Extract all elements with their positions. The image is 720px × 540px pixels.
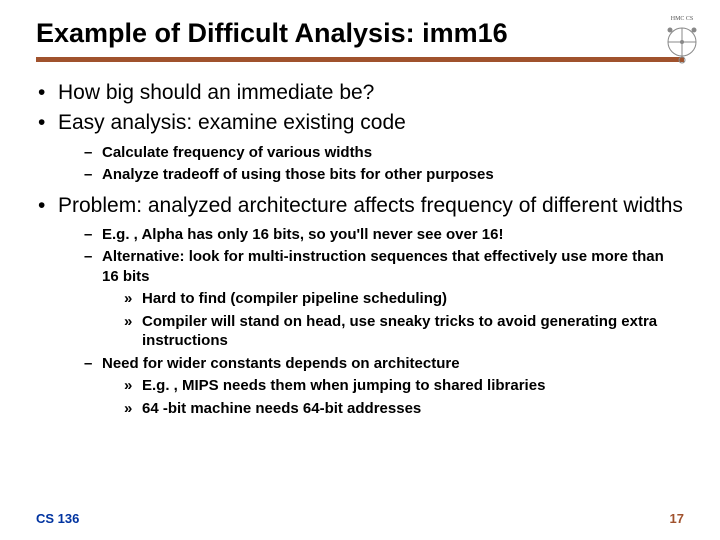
hmc-cs-logo: HMC CS	[654, 10, 710, 66]
subsub-text: 64 -bit machine needs 64-bit addresses	[142, 400, 421, 417]
subsub-list: E.g. , MIPS needs them when jumping to s…	[102, 376, 684, 418]
slide-title: Example of Difficult Analysis: imm16	[36, 18, 684, 49]
footer-course: CS 136	[36, 511, 79, 526]
sub-item: Need for wider constants depends on arch…	[84, 354, 684, 419]
sub-item: Alternative: look for multi-instruction …	[84, 247, 684, 351]
sub-text: Need for wider constants depends on arch…	[102, 355, 460, 372]
subsub-text: Hard to find (compiler pipeline scheduli…	[142, 290, 447, 307]
sub-text: E.g. , Alpha has only 16 bits, so you'll…	[102, 226, 503, 243]
sub-item: Calculate frequency of various widths	[84, 143, 684, 163]
bullet-item: Easy analysis: examine existing code Cal…	[36, 110, 684, 184]
sub-item: E.g. , Alpha has only 16 bits, so you'll…	[84, 225, 684, 245]
bullet-text: Problem: analyzed architecture affects f…	[58, 194, 683, 217]
subsub-item: 64 -bit machine needs 64-bit addresses	[124, 399, 684, 419]
sub-item: Analyze tradeoff of using those bits for…	[84, 165, 684, 185]
bullet-text: How big should an immediate be?	[58, 81, 374, 104]
subsub-text: Compiler will stand on head, use sneaky …	[142, 313, 657, 350]
sub-list: E.g. , Alpha has only 16 bits, so you'll…	[58, 225, 684, 419]
subsub-text: E.g. , MIPS needs them when jumping to s…	[142, 377, 545, 394]
bullet-item: How big should an immediate be?	[36, 80, 684, 106]
subsub-item: Hard to find (compiler pipeline scheduli…	[124, 289, 684, 309]
sub-text: Alternative: look for multi-instruction …	[102, 248, 664, 285]
title-rule	[36, 57, 684, 62]
subsub-item: E.g. , MIPS needs them when jumping to s…	[124, 376, 684, 396]
sub-text: Analyze tradeoff of using those bits for…	[102, 166, 494, 183]
footer-page-number: 17	[670, 511, 684, 526]
svg-text:HMC CS: HMC CS	[671, 16, 694, 22]
bullet-item: Problem: analyzed architecture affects f…	[36, 193, 684, 419]
slide: HMC CS Example of Difficult Analysis: im…	[0, 0, 720, 540]
sub-list: Calculate frequency of various widths An…	[58, 143, 684, 185]
subsub-list: Hard to find (compiler pipeline scheduli…	[102, 289, 684, 351]
bullet-list: How big should an immediate be? Easy ana…	[36, 80, 684, 418]
subsub-item: Compiler will stand on head, use sneaky …	[124, 312, 684, 351]
bullet-text: Easy analysis: examine existing code	[58, 111, 406, 134]
sub-text: Calculate frequency of various widths	[102, 144, 372, 161]
